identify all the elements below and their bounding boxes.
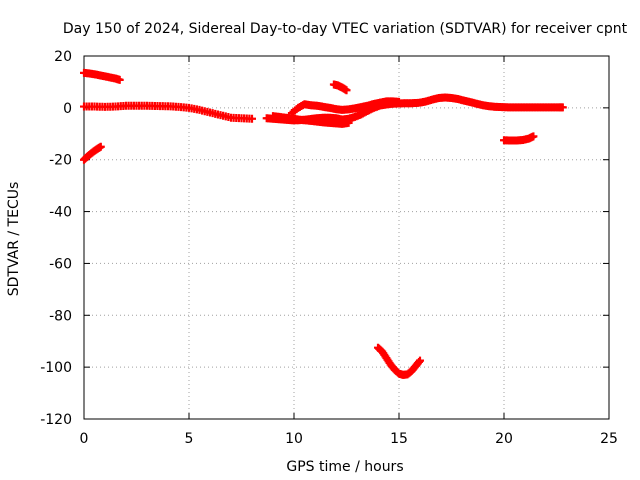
data-point	[395, 97, 403, 106]
series-arc-a	[80, 68, 124, 84]
data-point	[248, 114, 256, 123]
y-tick-label: -40	[49, 205, 72, 221]
y-tick-label: -60	[49, 256, 72, 272]
series-arc-h	[374, 343, 424, 379]
data-point	[529, 132, 538, 141]
y-tick-label: 0	[63, 101, 72, 117]
data-point	[342, 86, 351, 95]
series-arc-g	[329, 80, 351, 95]
data-point	[115, 75, 124, 84]
series-arc-c	[80, 101, 256, 123]
y-tick-label: -20	[49, 153, 72, 169]
series-arc-i	[416, 93, 567, 112]
data-point	[416, 356, 424, 365]
x-tick-label: 5	[185, 431, 194, 447]
data-point	[96, 142, 105, 151]
y-tick-label: -80	[49, 308, 72, 324]
x-tick-label: 20	[495, 431, 513, 447]
x-tick-label: 10	[285, 431, 303, 447]
series-arc-j	[500, 132, 538, 145]
y-tick-label: 20	[54, 49, 72, 65]
series-arc-f	[287, 97, 403, 118]
data-point	[558, 103, 567, 112]
y-tick-label: -100	[40, 360, 72, 376]
data-point	[344, 118, 353, 127]
series-arc-e	[269, 112, 353, 128]
axis-ticks: 0 5 10 15 20 25 -120 -100 -80 -60 -40 -20 0 20	[40, 49, 618, 447]
plot-frame	[83, 55, 610, 420]
y-axis-title: SDTVAR / TECUs	[6, 182, 22, 297]
y-tick-label: -120	[40, 412, 72, 428]
x-tick-label: 0	[80, 431, 89, 447]
x-axis-title: GPS time / hours	[286, 459, 403, 475]
data-points	[80, 68, 567, 379]
x-tick-label: 15	[390, 431, 408, 447]
chart-title: Day 150 of 2024, Sidereal Day-to-day VTE…	[63, 21, 628, 37]
series-arc-b	[80, 142, 105, 164]
x-tick-label: 25	[600, 431, 618, 447]
